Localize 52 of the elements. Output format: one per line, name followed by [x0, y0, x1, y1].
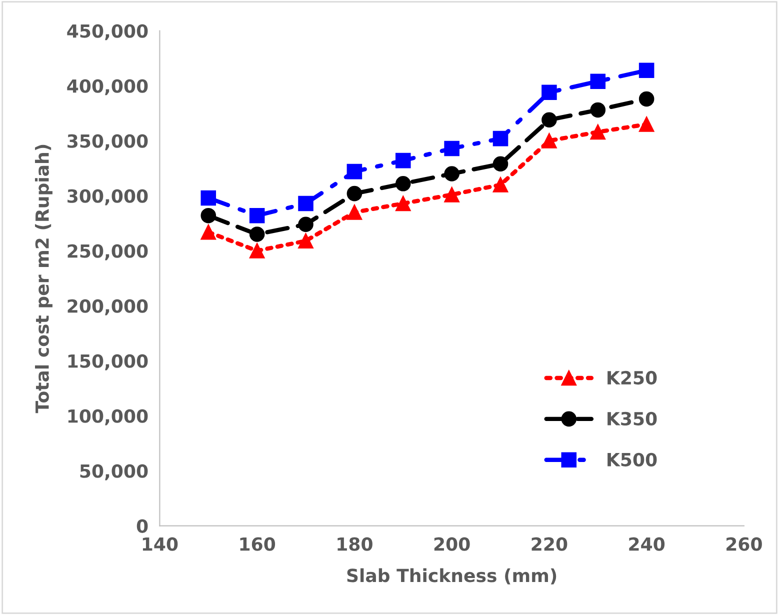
x-tick-label: 160 — [240, 537, 276, 551]
point — [492, 156, 508, 172]
y-tick-label: 450,000 — [67, 24, 148, 40]
point — [298, 233, 314, 249]
point — [590, 74, 606, 89]
point — [200, 190, 216, 206]
point — [638, 62, 654, 78]
point — [395, 152, 411, 168]
point — [638, 116, 654, 132]
point — [444, 140, 460, 156]
legend-label: K500 — [608, 452, 657, 466]
y-tick-label: 50,000 — [80, 464, 148, 480]
legend-label: K350 — [608, 412, 657, 426]
point — [444, 187, 460, 202]
point — [395, 176, 411, 192]
y-tick-label: 400,000 — [67, 79, 148, 96]
x-tick-label: 240 — [629, 537, 665, 551]
x-tick-label: 180 — [338, 537, 372, 551]
point — [492, 130, 508, 146]
point — [298, 216, 314, 232]
point — [590, 124, 606, 140]
legend-label: K250 — [608, 370, 657, 385]
point — [638, 91, 654, 107]
y-tick-label: 250,000 — [68, 244, 148, 260]
y-tick-label: 100,000 — [68, 409, 148, 426]
point — [346, 164, 362, 180]
point — [249, 208, 265, 224]
y-tick-label: 150,000 — [68, 354, 148, 370]
y-tick-label: 0 — [136, 519, 148, 533]
x-tick-label: 220 — [532, 537, 568, 551]
point — [542, 133, 557, 148]
point — [492, 177, 508, 192]
x-axis-title: Slab Thickness (mm) — [347, 568, 556, 584]
point — [249, 226, 265, 242]
x-tick-label: 140 — [142, 537, 178, 551]
x-tick-label: 200 — [434, 537, 470, 551]
point — [395, 196, 411, 212]
point — [298, 196, 314, 212]
x-tick-label: 260 — [726, 537, 762, 551]
point — [346, 204, 362, 220]
point — [200, 208, 216, 224]
point — [542, 84, 557, 100]
point — [200, 224, 216, 240]
y-tick-label: 300,000 — [68, 189, 148, 206]
y-tick-label: 350,000 — [68, 134, 148, 150]
point — [444, 166, 460, 182]
y-axis-title: Total cost per m2 (Rupiah) — [34, 144, 52, 414]
y-tick-label: 200,000 — [68, 299, 148, 316]
point — [542, 112, 557, 128]
point — [346, 186, 362, 202]
point — [249, 243, 265, 258]
point — [590, 102, 606, 118]
